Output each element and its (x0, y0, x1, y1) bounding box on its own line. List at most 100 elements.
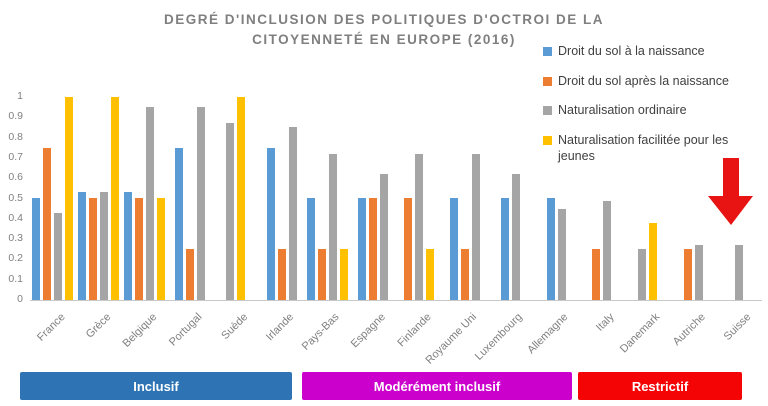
x-axis-label: Luxembourg (473, 311, 525, 363)
bar (288, 127, 297, 300)
chart-title-line1: DEGRÉ D'INCLUSION DES POLITIQUES D'OCTRO… (164, 12, 604, 27)
legend-marker-icon (543, 47, 552, 56)
bar (145, 107, 154, 300)
bar (735, 245, 744, 300)
category-band-restrictif: Restrictif (578, 372, 742, 400)
bar (358, 198, 367, 300)
legend: Droit du sol à la naissance Droit du sol … (543, 44, 761, 164)
bar-group-autriche (671, 97, 717, 300)
bar-group-portugal (167, 97, 213, 300)
y-axis-tick-label: 0.7 (8, 150, 23, 163)
bar (111, 97, 120, 300)
bar (89, 198, 98, 300)
bar (557, 209, 566, 300)
legend-item: Naturalisation facilitée pour les jeunes (543, 133, 761, 164)
band-label-moderement-inclusif: Modérément inclusif (373, 378, 501, 394)
y-axis-tick-label: 0.9 (8, 110, 23, 123)
legend-label: Naturalisation facilitée pour les jeunes (558, 132, 729, 163)
y-axis: 1 0.9 0.8 0.7 0.6 0.5 0.4 0.3 0.2 0.1 0 (0, 90, 26, 305)
bar (186, 249, 195, 300)
bar-group-allemagne (533, 97, 579, 300)
bar-group-espagne (350, 97, 396, 300)
y-axis-tick-label: 0.8 (8, 130, 23, 143)
y-axis-tick-label: 0 (17, 293, 23, 305)
bar (694, 245, 703, 300)
chart-title-line2: CITOYENNETÉ EN EUROPE (2016) (252, 31, 516, 47)
x-axis-label: Allemagne (525, 311, 571, 357)
legend-marker-icon (543, 135, 552, 145)
x-axis-label: Irlande (263, 311, 297, 344)
category-band-inclusif: Inclusif (20, 372, 292, 400)
legend-label: Naturalisation ordinaire (558, 103, 687, 118)
bar (123, 192, 132, 300)
bar (592, 249, 601, 300)
bar (603, 201, 612, 300)
bar (237, 97, 246, 300)
bar (460, 249, 469, 300)
bar (449, 198, 458, 300)
legend-marker-icon (543, 76, 552, 86)
x-axis-label: Grèce (83, 311, 114, 341)
x-axis-label: France (34, 311, 68, 344)
x-axis-label: Autriche (670, 311, 708, 349)
bar (32, 198, 41, 300)
bar (546, 198, 555, 300)
legend-label: Droit du sol après la naissance (558, 73, 729, 88)
bar (266, 148, 275, 300)
bar (306, 198, 315, 300)
bar (369, 198, 378, 300)
red-down-arrow-shape (708, 158, 753, 225)
bar (683, 249, 692, 300)
band-label-inclusif: Inclusif (133, 378, 179, 394)
chart-title: DEGRÉ D'INCLUSION DES POLITIQUES D'OCTRO… (0, 10, 768, 49)
bar (54, 213, 63, 300)
x-axis-label: Pays-Bas (300, 311, 342, 353)
bar (43, 148, 52, 300)
legend-item: Droit du sol après la naissance (543, 74, 761, 90)
bar (649, 223, 658, 300)
y-axis-tick-label: 0.1 (8, 272, 23, 285)
bar (134, 198, 143, 300)
band-label-restrictif: Restrictif (631, 378, 689, 394)
x-axis-label: Royaume Uni (423, 311, 480, 367)
bar (197, 107, 206, 300)
x-axis-label: Italy (593, 311, 617, 334)
bar (175, 148, 184, 300)
bar (339, 249, 348, 300)
x-axis-label: Espagne (348, 311, 388, 351)
bar (638, 249, 647, 300)
bar (156, 198, 165, 300)
bar (65, 97, 74, 300)
x-axis-label: Suisse (721, 311, 754, 343)
legend-label: Droit du sol à la naissance (558, 44, 705, 58)
bar-group-pays-bas (305, 97, 351, 300)
bar (403, 198, 412, 300)
legend-marker-icon (543, 106, 552, 116)
x-axis-label: Belgique (120, 311, 159, 350)
plot-area (30, 97, 762, 301)
bar-group-su-de (213, 97, 259, 300)
red-down-arrow-icon (703, 156, 755, 228)
bar (511, 174, 520, 300)
y-axis-tick-label: 0.5 (8, 191, 23, 204)
bar-group-royaume-uni (442, 97, 488, 300)
bar (317, 249, 326, 300)
bar (277, 249, 286, 300)
y-axis-tick-label: 0.2 (8, 252, 23, 265)
bar-group-belgique (122, 97, 168, 300)
y-axis-tick-label: 1 (17, 90, 23, 102)
category-band-moderement-inclusif: Modérément inclusif (302, 372, 572, 400)
legend-item: Naturalisation ordinaire (543, 103, 761, 119)
x-axis-label: Finlande (395, 311, 434, 350)
bar (78, 192, 87, 300)
y-axis-tick-label: 0.3 (8, 232, 23, 245)
x-axis-label: Suède (219, 311, 251, 342)
bar-group-suisse (716, 97, 762, 300)
bar-group-irlande (259, 97, 305, 300)
bar-group-france (30, 97, 76, 300)
x-axis-label: Portugal (167, 311, 205, 349)
bar (380, 174, 389, 300)
legend-item: Droit du sol à la naissance (543, 44, 761, 60)
bar-group-luxembourg (488, 97, 534, 300)
